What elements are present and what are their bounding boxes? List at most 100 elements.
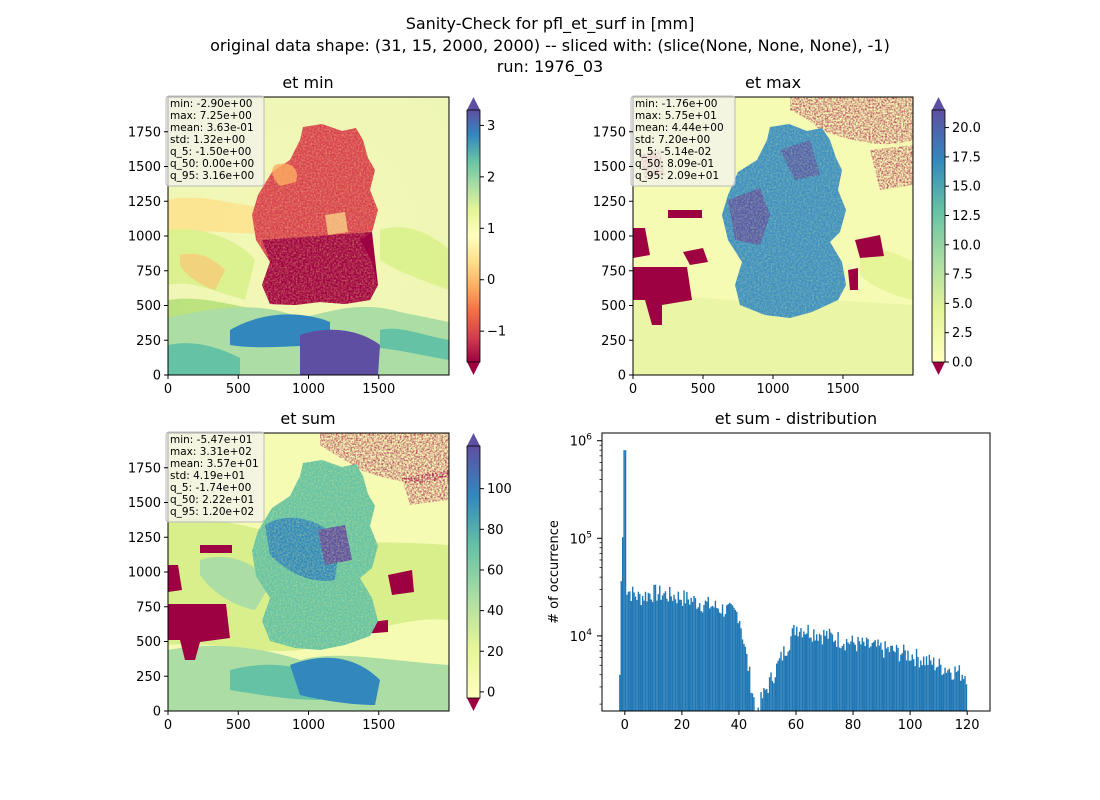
stat-line: mean: 3.63e-01 [170,122,254,134]
histogram-bar [804,634,806,711]
histogram-bar [689,604,691,711]
figure-title-line-2: original data shape: (31, 15, 2000, 2000… [210,36,890,55]
stat-line: max: 3.31e+02 [170,446,252,458]
histogram-bar [773,683,775,711]
histogram-bar [821,644,824,711]
histogram-bar [643,600,645,711]
histogram-bar [908,660,911,711]
histogram-bar [673,594,675,711]
histogram-bar [833,641,835,711]
histogram-bar [776,663,778,711]
histogram-bar [747,670,749,711]
colorbar-tick-label: −1 [487,325,506,340]
x-tick-label: 100 [898,718,923,733]
stat-line: std: 4.19e+01 [170,470,245,482]
histogram-bar [790,636,792,711]
histogram-bar [893,650,895,711]
histogram-bar [680,599,682,711]
histogram-bar [941,675,943,711]
colorbar-tick-label: 1 [487,222,495,237]
histogram-bar [659,585,661,711]
histogram-bar [770,672,772,711]
y-tick-label: 106 [570,433,593,450]
histogram-bars [619,450,968,711]
x-tick-label: 500 [226,382,251,397]
panel-histogram: et sum - distribution 0 20 40 60 80 100 120 104… [547,409,991,733]
histogram-bar [931,664,933,711]
histogram-bar [667,601,670,711]
histogram-bar [798,631,801,711]
x-tick-label: 1000 [756,382,789,397]
histogram-bar [731,605,734,711]
histogram-bar [634,596,637,711]
panel-histogram-title: et sum - distribution [715,409,877,428]
histogram-bar [723,616,725,711]
histogram-bar [851,635,854,711]
stat-line: q_95: 1.20e+02 [170,506,254,518]
histogram-bar [861,637,864,711]
histogram-bar [763,687,765,711]
y-tick-label: 1250 [128,195,161,210]
histogram-bar [805,633,808,711]
histogram-bar [930,660,932,711]
stats-box-et-min: min: -2.90e+00 max: 7.25e+00 mean: 3.63e… [165,95,265,187]
histogram-bar [962,679,965,711]
histogram-bar [783,646,785,711]
histogram-bar [867,639,869,711]
histogram-bar [947,670,949,711]
panel-et-max-title: et max [745,73,801,92]
histogram-bar [938,658,941,711]
histogram-bar [629,591,631,711]
histogram-bar [733,607,735,711]
y-tick-label: 1500 [128,160,161,175]
histogram-bar [961,674,963,711]
colorbar-tick-label: 60 [487,563,504,578]
stat-line: max: 5.75e+01 [635,110,717,122]
histogram-bar [911,654,913,711]
colorbar-tick-label: 0 [487,685,495,700]
histogram-bar [641,595,644,711]
histogram-bar [767,692,769,711]
axis-ticks-et-sum: 0 500 1000 1500 0 250 500 750 1000 1250 1500 1750 [128,461,395,733]
histogram-bar [934,670,936,711]
map-et-max [633,97,913,375]
stat-line: q_95: 3.16e+00 [170,170,254,182]
histogram-bar [904,650,906,711]
histogram-bar [964,676,966,711]
histogram-bar [726,605,728,711]
histogram-bar [910,660,912,711]
histogram-bar [841,646,844,711]
histogram-bar [653,584,655,711]
colorbar-tick-label: 7.5 [952,268,973,283]
x-tick-label: 1500 [362,718,395,733]
histogram-bar [834,640,836,711]
histogram-bar [670,596,672,711]
y-tick-label: 750 [601,264,626,279]
histogram-bar [646,601,648,711]
y-tick-label: 1750 [128,125,161,140]
x-tick-label: 40 [731,718,748,733]
panel-et-sum: et sum min: -5.47e+01 max: 3.31e+02 [128,409,512,733]
histogram-bar [831,634,834,711]
histogram-bar [743,643,745,711]
histogram-bar [845,639,848,711]
stat-line: std: 1.32e+00 [170,134,245,146]
y-tick-label: 750 [136,600,161,615]
colorbar-tick-label: 0 [487,273,495,288]
histogram-bar [810,637,812,711]
histogram-bar [793,625,795,711]
histogram-bar [764,689,767,711]
histogram-bar [796,626,798,711]
histogram-bar [901,653,903,711]
histogram-bar [944,667,946,711]
histogram-bar [788,650,791,711]
histogram-bar [777,660,779,711]
histogram-bar [921,665,923,711]
figure-title-line-3: run: 1976_03 [497,57,603,77]
histogram-bar [905,660,908,711]
histogram-bar [948,668,951,711]
histogram-bar [850,641,852,711]
histogram-bar [657,594,660,711]
histogram-bar [674,599,677,711]
y-tick-label: 1000 [128,566,161,581]
